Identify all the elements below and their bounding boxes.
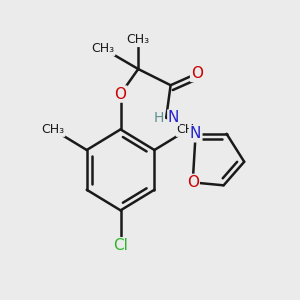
Text: N: N (190, 126, 201, 141)
Text: O: O (187, 175, 199, 190)
Text: O: O (115, 87, 127, 102)
Text: O: O (191, 66, 203, 81)
Text: CH₃: CH₃ (177, 123, 200, 136)
Text: Cl: Cl (113, 238, 128, 253)
Text: CH₃: CH₃ (41, 123, 64, 136)
Text: CH₃: CH₃ (127, 33, 150, 46)
Text: CH₃: CH₃ (91, 42, 115, 55)
Text: H: H (154, 111, 164, 124)
Text: N: N (168, 110, 179, 125)
